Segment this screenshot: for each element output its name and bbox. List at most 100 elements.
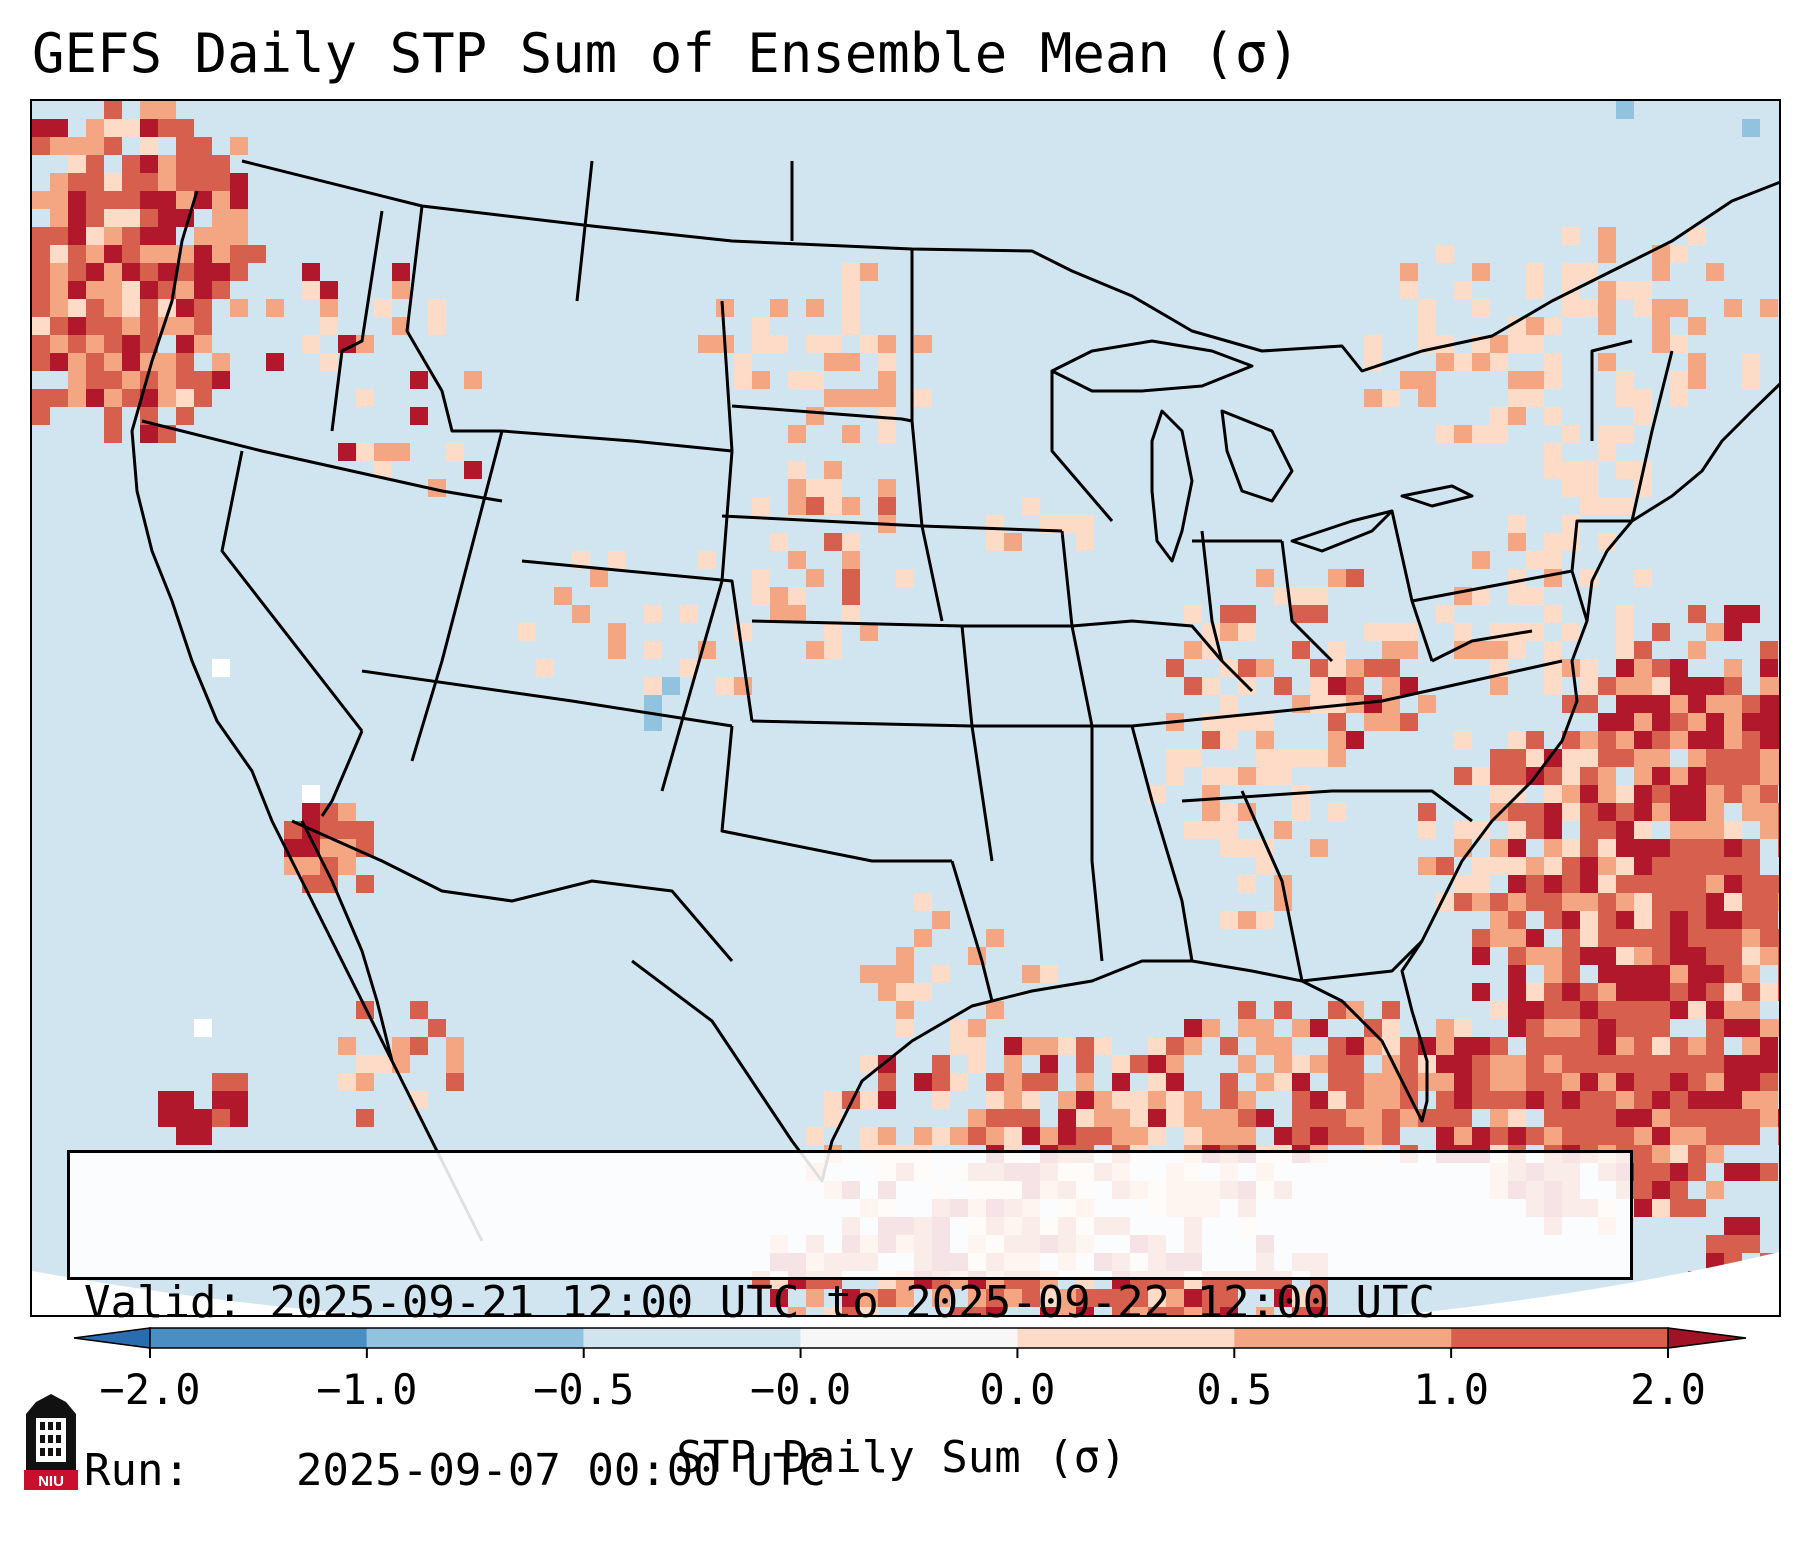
anomaly-cell [86,281,104,299]
anomaly-cell [1022,1073,1040,1091]
anomaly-cell [986,533,1004,551]
anomaly-cell [230,173,248,191]
anomaly-cell [1724,911,1742,929]
anomaly-cell [1058,515,1076,533]
anomaly-cell [734,353,752,371]
anomaly-cell [698,551,716,569]
anomaly-cell [1706,623,1724,641]
anomaly-cell [1220,839,1238,857]
anomaly-cell [176,173,194,191]
anomaly-cell [158,263,176,281]
anomaly-cell [1490,785,1508,803]
anomaly-cell [1670,1037,1688,1055]
anomaly-cell [1580,1127,1598,1145]
anomaly-cell [1562,785,1580,803]
anomaly-cell [878,1091,896,1109]
colorbar-segment [1017,1328,1235,1348]
anomaly-cell [1418,317,1436,335]
anomaly-cell [1202,731,1220,749]
anomaly-cell [1112,1307,1130,1315]
anomaly-cell [644,677,662,695]
anomaly-cell [1562,659,1580,677]
anomaly-cell [230,299,248,317]
anomaly-cell [1634,893,1652,911]
anomaly-cell [1490,749,1508,767]
anomaly-cell [1706,983,1724,1001]
anomaly-cell [1706,263,1724,281]
anomaly-cell [1688,803,1706,821]
anomaly-cell [986,1091,1004,1109]
anomaly-cell [1724,1163,1742,1181]
anomaly-cell [1562,1055,1580,1073]
anomaly-cell [1490,893,1508,911]
state-line [950,860,994,1002]
anomaly-cell [32,281,50,299]
anomaly-cell [1436,1073,1454,1091]
anomaly-cell [644,713,662,731]
anomaly-cell [1292,1109,1310,1127]
anomaly-cell [1382,1001,1400,1019]
anomaly-cell [1724,1127,1742,1145]
anomaly-cell [824,1307,842,1315]
state-borders [130,159,1779,1242]
anomaly-cell [1184,1307,1202,1315]
anomaly-cell [1670,875,1688,893]
run-value: 2025-09-07 00:00 UTC [295,1445,826,1496]
anomaly-cell [644,605,662,623]
anomaly-cell [86,227,104,245]
anomaly-cell [1040,965,1058,983]
anomaly-cell [1274,893,1292,911]
anomaly-cell [1742,1037,1760,1055]
anomaly-cell [1670,1091,1688,1109]
anomaly-cell [1706,893,1724,911]
anomaly-cell [1598,425,1616,443]
state-line [1431,629,1533,663]
state-line [1200,530,1224,662]
anomaly-cell [932,965,950,983]
anomaly-cell [1526,893,1544,911]
anomaly-cell [86,353,104,371]
anomaly-cell [140,299,158,317]
anomaly-cell [104,425,122,443]
anomaly-cell [68,137,86,155]
anomaly-cell [1742,1235,1760,1253]
anomaly-cell [1670,713,1688,731]
anomaly-cell [86,119,104,137]
anomaly-cell [1472,1091,1490,1109]
state-line [361,669,733,728]
anomaly-cell [734,623,752,641]
anomaly-cell [1724,1091,1742,1109]
anomaly-cell [1076,515,1094,533]
anomaly-cell [896,983,914,1001]
anomaly-cell [1544,821,1562,839]
anomaly-cell [32,299,50,317]
anomaly-cell [1130,1127,1148,1145]
anomaly-cell [1526,281,1544,299]
anomaly-cell [1202,1289,1220,1307]
anomaly-cell [1346,1109,1364,1127]
anomaly-cell [1760,1109,1778,1127]
anomaly-cell [1778,821,1779,839]
anomaly-cell [1742,947,1760,965]
anomaly-cell [1652,1181,1670,1199]
anomaly-cell [1544,443,1562,461]
anomaly-cell [1364,695,1382,713]
anomaly-cell [140,209,158,227]
anomaly-cell [1526,335,1544,353]
anomaly-cell [1634,857,1652,875]
anomaly-cell [1760,659,1778,677]
anomaly-cell [1742,929,1760,947]
anomaly-cell [50,335,68,353]
anomaly-cell [1580,1055,1598,1073]
anomaly-cell [194,335,212,353]
anomaly-cell [986,1127,1004,1145]
anomaly-cell [1706,1037,1724,1055]
anomaly-cell [86,191,104,209]
anomaly-cell [356,1073,374,1091]
anomaly-cell [86,371,104,389]
anomaly-cell [860,1055,878,1073]
anomaly-cell [914,983,932,1001]
anomaly-cell [1706,875,1724,893]
anomaly-cell [1670,893,1688,911]
anomaly-cell [1526,389,1544,407]
